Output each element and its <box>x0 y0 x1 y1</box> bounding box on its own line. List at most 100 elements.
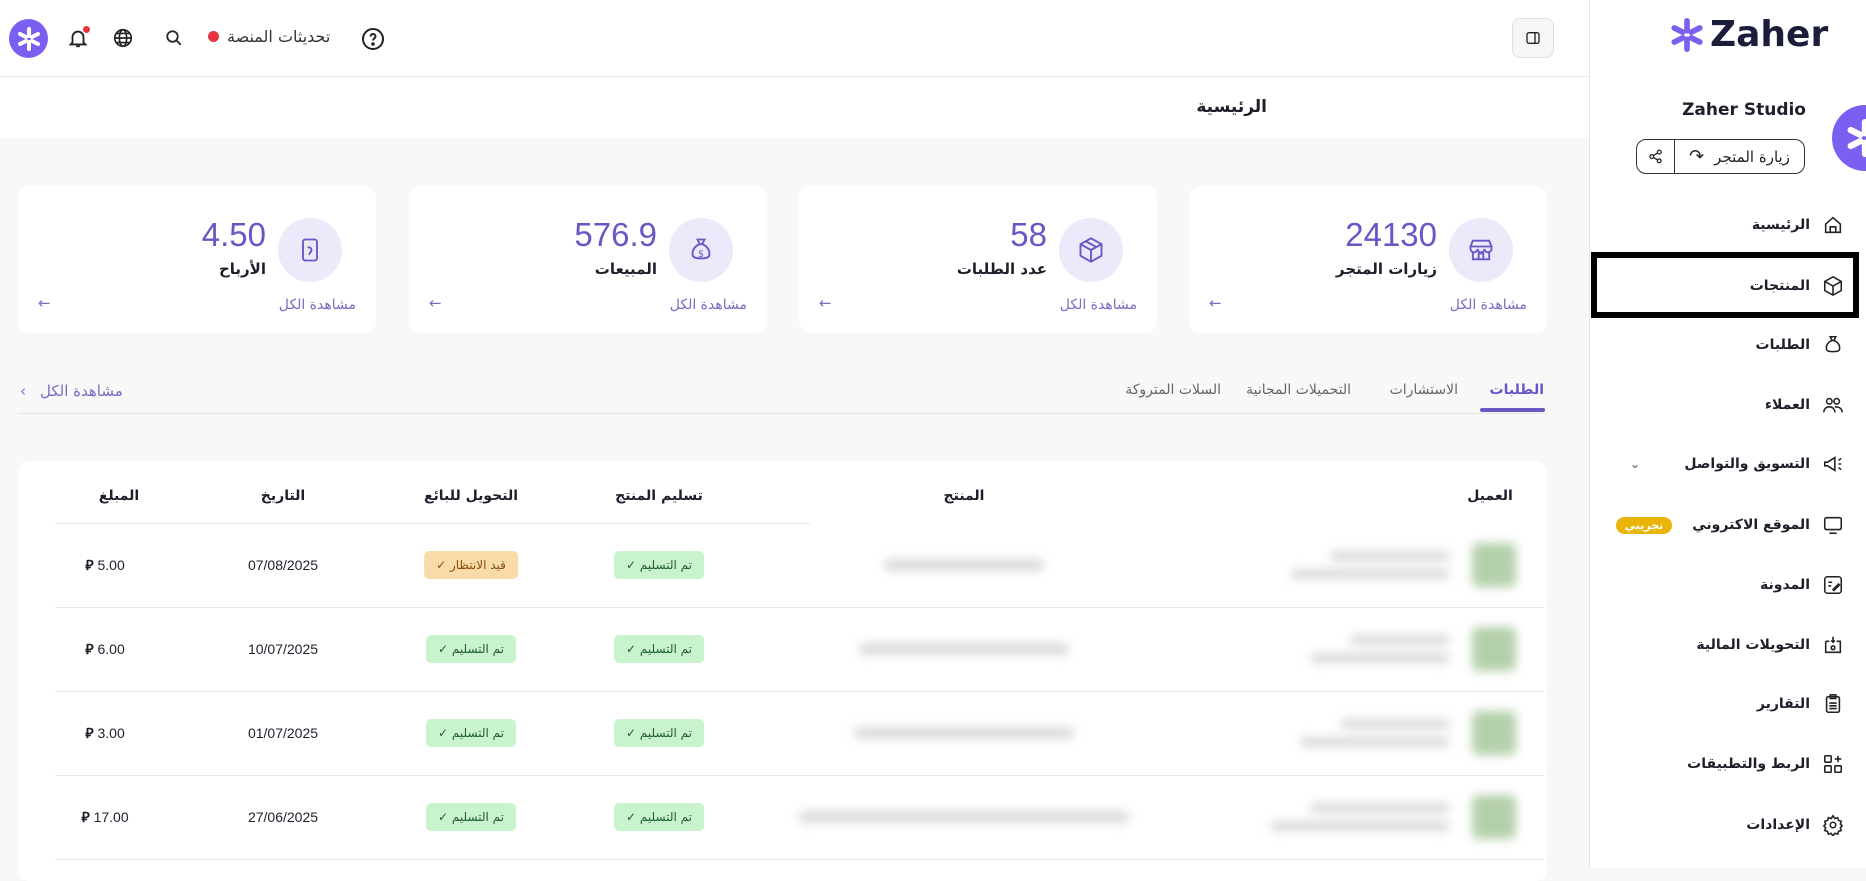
col-header-product: المنتج <box>943 488 985 504</box>
sidebar-item-label: الربط والتطبيقات <box>1687 756 1810 772</box>
beta-badge: تجريبي <box>1615 516 1673 534</box>
view-all-link[interactable]: مشاهدة الكل <box>1059 297 1137 313</box>
stat-label: المبيعات <box>594 260 657 278</box>
monitor-icon <box>1823 516 1843 535</box>
tab-free-downloads[interactable]: التحميلات المجانية <box>1246 382 1351 398</box>
sidebar-item-5[interactable]: الموقع الاكتروني تجريبي <box>1600 503 1858 547</box>
product-name <box>859 643 1069 655</box>
asterisk-logo-icon <box>17 26 40 51</box>
riyal-icon: ⃁ <box>85 725 94 741</box>
phone-hand-icon <box>278 218 342 282</box>
panel-icon <box>1526 32 1540 44</box>
tab-consultations[interactable]: الاستشارات <box>1389 382 1458 398</box>
platform-updates-link[interactable]: تحديثات المنصة <box>208 27 330 46</box>
sidebar-item-9[interactable]: الربط والتطبيقات <box>1600 742 1858 786</box>
order-date: 27/06/2025 <box>247 809 319 825</box>
box-icon <box>1823 275 1843 297</box>
help-icon[interactable] <box>360 26 385 51</box>
customer-avatar <box>1472 543 1516 587</box>
sidebar-item-7[interactable]: التحويلات المالية <box>1600 623 1858 667</box>
customer-detail <box>1300 737 1450 747</box>
sidebar-item-10[interactable]: الإعدادات <box>1600 803 1858 847</box>
tab-orders[interactable]: الطلبات <box>1489 382 1544 398</box>
store-avatar[interactable] <box>9 19 48 58</box>
customer-name <box>1350 635 1450 645</box>
share-button[interactable] <box>1637 140 1675 173</box>
sidebar-item-4[interactable]: التسويق والتواصل ⌄ <box>1600 442 1858 486</box>
sidebar-item-label: المنتجات <box>1749 278 1810 294</box>
riyal-icon: ⃁ <box>85 557 94 573</box>
updates-dot <box>208 31 219 42</box>
row-divider <box>55 523 810 524</box>
chevron-left-icon: ‹ <box>20 382 26 400</box>
transfer-icon <box>1824 636 1842 654</box>
stat-value: 58 <box>1010 216 1047 253</box>
sidebar-item-6[interactable]: المدونة <box>1600 563 1858 607</box>
customer-avatar <box>1472 711 1516 755</box>
order-date: 10/07/2025 <box>247 641 319 657</box>
gear-icon <box>1822 814 1844 836</box>
delivery-status-badge: تم التسليم ✓ <box>614 635 704 663</box>
sidebar-item-8[interactable]: التقارير <box>1600 682 1858 726</box>
view-all-link[interactable]: مشاهدة الكل <box>1449 297 1527 313</box>
arrow-left-icon[interactable]: ← <box>819 294 832 312</box>
stat-value: 576.9 <box>574 216 657 253</box>
order-amount: ⃁ 6.00 <box>85 641 125 657</box>
arrow-left-icon[interactable]: ← <box>429 294 442 312</box>
sidebar-toggle-button[interactable] <box>1512 18 1554 58</box>
store-name: Zaher Studio <box>1682 100 1806 120</box>
brand-logo[interactable]: Zaher <box>1670 14 1828 55</box>
stat-label: عدد الطلبات <box>956 260 1047 278</box>
sidebar-item-label: التسويق والتواصل <box>1684 456 1810 472</box>
stat-label: الأرباح <box>218 260 266 278</box>
order-amount: ⃁ 17.00 <box>81 809 129 825</box>
view-all-link[interactable]: مشاهدة الكل <box>669 297 747 313</box>
tab-active-underline <box>1480 408 1545 412</box>
sidebar-item-0[interactable]: الرئيسية <box>1600 203 1858 247</box>
bell-icon[interactable] <box>66 26 90 50</box>
delivery-status-badge: تم التسليم ✓ <box>614 551 704 579</box>
sidebar-item-label: التحويلات المالية <box>1696 637 1810 653</box>
search-icon[interactable] <box>163 27 185 49</box>
edit-note-icon <box>1823 575 1843 595</box>
box-icon <box>1059 218 1123 282</box>
globe-icon[interactable] <box>111 26 135 50</box>
svg-text:$: $ <box>698 249 704 260</box>
customer-detail <box>1270 821 1450 831</box>
order-amount: ⃁ 5.00 <box>85 557 125 573</box>
riyal-icon: ⃁ <box>81 809 90 825</box>
sidebar-item-label: الموقع الاكتروني <box>1692 517 1810 533</box>
view-all-orders-link[interactable]: ‹ مشاهدة الكل <box>20 382 123 400</box>
product-name <box>854 727 1074 739</box>
transfer-status-badge: تم التسليم ✓ <box>426 803 516 831</box>
sidebar-item-2[interactable]: الطلبات <box>1600 323 1858 367</box>
arrow-left-icon[interactable]: ← <box>1209 294 1222 312</box>
col-header-amount: المبلغ <box>98 488 140 504</box>
stat-label: زيارات المتجر <box>1335 260 1437 278</box>
sidebar-item-label: الرئيسية <box>1751 217 1810 233</box>
visit-store-button[interactable]: زيارة المتجر ↷ <box>1675 140 1804 173</box>
notification-dot <box>83 26 90 33</box>
apps-icon <box>1823 754 1843 774</box>
transfer-status-badge: تم التسليم ✓ <box>426 719 516 747</box>
sidebar-item-label: العملاء <box>1764 397 1810 413</box>
share-icon <box>1649 149 1662 164</box>
tab-abandoned-carts[interactable]: السلات المتروكة <box>1125 382 1221 398</box>
transfer-status-badge: قيد الانتظار ✓ <box>424 551 518 579</box>
row-divider <box>55 691 1545 692</box>
page-header: الرئيسية <box>0 77 1589 138</box>
order-amount: ⃁ 3.00 <box>85 725 125 741</box>
money-bag-icon: $ <box>669 218 733 282</box>
view-all-link[interactable]: مشاهدة الكل <box>278 297 356 313</box>
chevron-down-icon[interactable]: ⌄ <box>1630 457 1641 471</box>
arrow-left-icon[interactable]: ← <box>38 294 51 312</box>
sidebar-item-1[interactable]: المنتجات <box>1600 264 1858 308</box>
stat-card-profits: 4.50 الأرباح مشاهدة الكل ← <box>18 186 376 333</box>
orders-table <box>18 461 1547 881</box>
delivery-status-badge: تم التسليم ✓ <box>614 719 704 747</box>
stat-card-orders-count: 58 عدد الطلبات مشاهدة الكل ← <box>799 186 1157 333</box>
sidebar <box>1589 0 1866 868</box>
home-icon <box>1824 216 1842 234</box>
sidebar-item-3[interactable]: العملاء <box>1600 383 1858 427</box>
updates-label: تحديثات المنصة <box>227 27 331 46</box>
